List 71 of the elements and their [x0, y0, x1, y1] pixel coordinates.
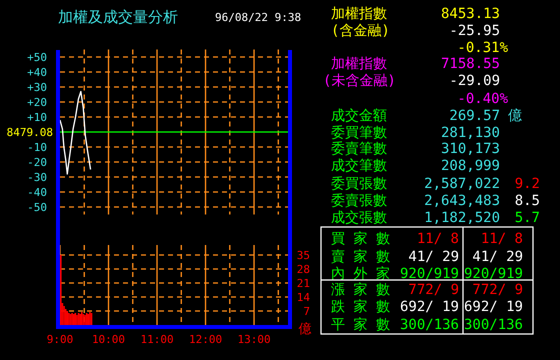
- y-tick-label: +10: [27, 111, 47, 124]
- y-tick-label: +20: [27, 96, 47, 109]
- line-series: [59, 90, 92, 175]
- text: 委買張數: [331, 176, 387, 192]
- text: 2,587,022: [424, 176, 500, 192]
- y-tick-label: 21: [296, 277, 310, 290]
- text: 920/919: [400, 266, 459, 282]
- text: 賣 家 數: [331, 249, 390, 265]
- text: 跌 家 數: [331, 299, 390, 315]
- chart-subtitle: 96/08/22 9:38: [215, 11, 302, 24]
- text: 310,173: [440, 141, 500, 157]
- y-tick-label: 14: [296, 291, 310, 304]
- text: 委賣筆數: [331, 141, 387, 157]
- y-tick-label: -20: [27, 156, 47, 169]
- text: 1,182,520: [424, 210, 500, 226]
- text: -0.40%: [457, 91, 509, 107]
- text: 平 家 數: [331, 317, 390, 333]
- x-tick-label: 13:00: [237, 333, 271, 346]
- text: 300/136: [464, 317, 523, 333]
- text: 772/ 9: [408, 282, 459, 298]
- y-tick-label: -10: [27, 141, 47, 154]
- y-tick-label: 28: [296, 263, 310, 276]
- text: 加權指數: [331, 6, 387, 22]
- y-tick-label: -30: [27, 171, 47, 184]
- chart-title: 加權及成交量分析: [58, 8, 178, 26]
- text: 成交筆數: [331, 158, 387, 174]
- text: 委賣張數: [331, 193, 387, 209]
- y-axis-title: 億: [298, 322, 312, 337]
- text: 11/ 8: [480, 231, 523, 247]
- y-tick-label: +50: [27, 51, 47, 64]
- text: 買 家 數: [331, 231, 390, 247]
- y-tick-label: -50: [27, 201, 47, 214]
- text: 9.2: [514, 176, 540, 192]
- y-tick-label: +40: [27, 66, 47, 79]
- text: 內 外 家: [331, 266, 390, 282]
- text: 281,130: [440, 125, 500, 141]
- text: 920/919: [464, 266, 523, 282]
- x-tick-label: 10:00: [92, 333, 126, 346]
- text: -0.31%: [457, 40, 509, 56]
- text: 5.7: [514, 210, 540, 226]
- text: -29.09: [449, 73, 500, 89]
- text: 11/ 8: [416, 231, 459, 247]
- text: 269.57: [449, 108, 500, 124]
- text: -25.95: [449, 23, 500, 39]
- text: 692/ 19: [464, 299, 523, 315]
- text: 加權指數: [331, 56, 387, 72]
- text: 成交張數: [331, 210, 387, 226]
- text: 成交金額: [331, 108, 387, 124]
- text: 委買筆數: [331, 125, 387, 141]
- text: 208,999: [440, 158, 500, 174]
- x-tick-label: 9:00: [46, 333, 74, 346]
- text: 41/ 29: [408, 249, 459, 265]
- text: 772/ 9: [472, 282, 523, 298]
- text: 8.5: [514, 193, 540, 209]
- x-tick-label: 12:00: [188, 333, 222, 346]
- text: 692/ 19: [400, 299, 459, 315]
- text: 漲 家 數: [331, 282, 390, 298]
- text: 41/ 29: [472, 249, 523, 265]
- text: 8453.13: [440, 6, 500, 22]
- text: (未含金融): [323, 73, 396, 89]
- y-tick-label: -40: [27, 186, 47, 199]
- y-tick-label: 35: [296, 249, 310, 262]
- text: 8479.08: [6, 126, 53, 139]
- text: 億: [508, 108, 522, 124]
- text: 7158.55: [440, 56, 500, 72]
- text: 2,643,483: [424, 193, 500, 209]
- x-tick-label: 11:00: [140, 333, 174, 346]
- y-tick-label: 7: [303, 305, 310, 318]
- text: (含金融): [331, 23, 390, 39]
- y-tick-label: +30: [27, 81, 47, 94]
- text: 300/136: [400, 317, 459, 333]
